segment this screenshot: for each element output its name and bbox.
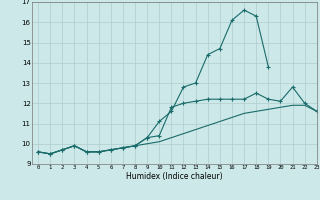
X-axis label: Humidex (Indice chaleur): Humidex (Indice chaleur) (126, 172, 223, 181)
